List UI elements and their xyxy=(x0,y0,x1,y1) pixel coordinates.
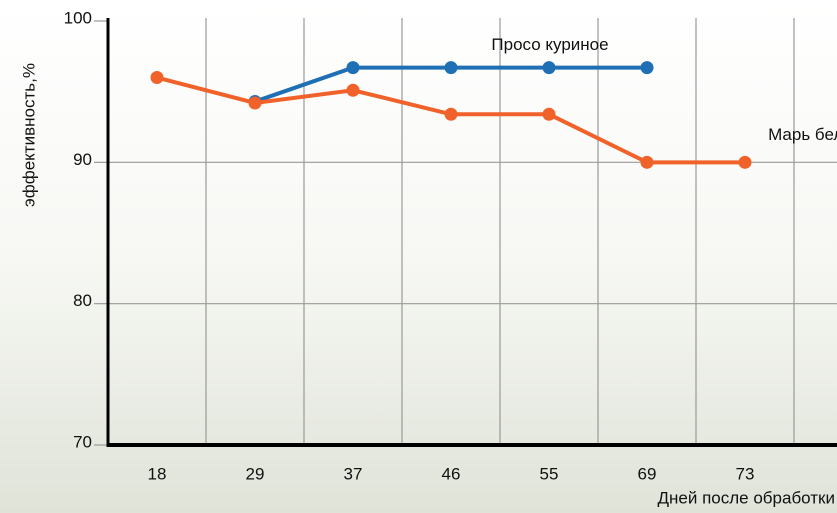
x-axis-label: Дней после обработки xyxy=(658,488,835,507)
x-tick-label: 18 xyxy=(148,464,167,483)
marker xyxy=(542,61,556,75)
y-tick-label: 100 xyxy=(64,8,92,27)
marker xyxy=(248,96,262,110)
y-axis-label: эффективность,% xyxy=(19,63,38,207)
marker xyxy=(346,83,360,97)
x-tick-label: 73 xyxy=(736,464,755,483)
marker xyxy=(640,155,654,169)
marker xyxy=(444,61,458,75)
marker xyxy=(640,61,654,75)
y-tick-label: 80 xyxy=(73,291,92,310)
x-tick-label: 46 xyxy=(442,464,461,483)
marker xyxy=(346,61,360,75)
series-label: Просо куриное xyxy=(491,35,608,54)
y-tick-label: 70 xyxy=(73,432,92,451)
x-tick-label: 55 xyxy=(540,464,559,483)
marker xyxy=(542,107,556,121)
series-label: Марь белая xyxy=(768,125,837,144)
y-tick-label: 90 xyxy=(73,150,92,169)
marker xyxy=(738,155,752,169)
x-tick-label: 37 xyxy=(344,464,363,483)
marker xyxy=(150,71,164,85)
x-tick-label: 69 xyxy=(638,464,657,483)
x-tick-label: 29 xyxy=(246,464,265,483)
marker xyxy=(444,107,458,121)
